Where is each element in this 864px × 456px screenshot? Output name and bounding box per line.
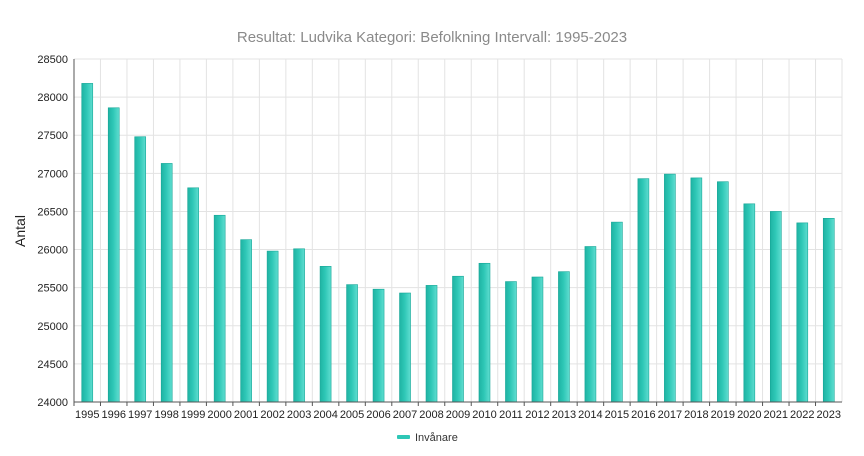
y-tick-label: 28500	[37, 54, 68, 66]
bar-1998[interactable]	[160, 163, 173, 403]
bar-2003[interactable]	[293, 248, 305, 403]
x-tick-label: 2009	[446, 409, 470, 421]
x-tick-label: 2021	[764, 409, 788, 421]
bar-2008[interactable]	[425, 285, 438, 403]
legend-swatch	[397, 435, 410, 439]
y-tick-label: 24000	[37, 397, 68, 409]
bar-2006[interactable]	[372, 288, 385, 403]
bar-2012[interactable]	[531, 276, 544, 403]
x-tick-label: 1996	[101, 409, 125, 421]
x-tick-label: 2006	[366, 409, 390, 421]
x-tick-label: 2005	[340, 409, 364, 421]
bar-2016[interactable]	[637, 178, 650, 403]
y-tick-label: 24500	[37, 359, 68, 371]
legend-label: Invånare	[415, 432, 458, 444]
bar-2007[interactable]	[399, 292, 411, 403]
legend[interactable]: Invånare	[397, 432, 458, 444]
y-tick-labels: 24000 24500 25000 25500 26000 26500 27000 27500…	[37, 54, 68, 409]
x-tick-label: 2018	[684, 409, 708, 421]
bar-2011[interactable]	[505, 281, 517, 403]
y-tick-label: 27500	[37, 130, 68, 142]
bar-2002[interactable]	[266, 250, 279, 403]
bar-2020[interactable]	[743, 203, 756, 403]
x-tick-label: 2016	[631, 409, 655, 421]
bar-2017[interactable]	[664, 173, 676, 403]
x-tick-label: 2019	[711, 409, 735, 421]
x-tick-label: 1999	[181, 409, 205, 421]
x-tick-label: 2002	[260, 409, 284, 421]
bar-2010[interactable]	[478, 262, 491, 403]
bar-2005[interactable]	[346, 284, 358, 403]
x-tick-label: 2022	[790, 409, 814, 421]
x-tick-label: 1998	[154, 409, 178, 421]
x-tick-labels: 1995 1996 1997 1998 1999 2000 2001 2002 2003 2004…	[75, 409, 841, 421]
bar-2018[interactable]	[690, 177, 703, 403]
bar-2014[interactable]	[584, 246, 597, 403]
bar-2021[interactable]	[769, 211, 782, 403]
bar-2023[interactable]	[822, 218, 835, 403]
chart-title: Resultat: Ludvika Kategori: Befolkning I…	[237, 29, 627, 46]
axes	[73, 59, 842, 406]
x-tick-label: 2003	[287, 409, 311, 421]
bar-1997[interactable]	[134, 136, 147, 403]
x-tick-label: 2010	[472, 409, 496, 421]
bar-2022[interactable]	[796, 222, 809, 403]
x-tick-label: 2012	[525, 409, 549, 421]
y-tick-label: 28000	[37, 92, 68, 104]
y-axis-label: Antal	[12, 215, 28, 247]
y-tick-label: 26000	[37, 245, 68, 257]
x-tick-label: 2007	[393, 409, 417, 421]
x-tick-label: 2023	[817, 409, 841, 421]
bar-2015[interactable]	[611, 221, 623, 403]
bar-2019[interactable]	[717, 181, 729, 403]
bar-2000[interactable]	[213, 214, 226, 403]
y-tick-label: 25000	[37, 321, 68, 333]
x-tick-label: 2004	[313, 409, 337, 421]
x-tick-label: 2001	[234, 409, 258, 421]
y-tick-label: 25500	[37, 283, 68, 295]
x-tick-label: 2011	[499, 409, 523, 421]
x-tick-label: 2014	[578, 409, 602, 421]
x-tick-label: 2017	[658, 409, 682, 421]
x-tick-label: 2020	[737, 409, 761, 421]
bars	[81, 83, 835, 403]
bar-2009[interactable]	[452, 275, 464, 403]
bar-1999[interactable]	[187, 187, 199, 403]
y-tick-label: 27000	[37, 168, 68, 180]
bar-2001[interactable]	[240, 239, 252, 403]
bar-1996[interactable]	[107, 107, 120, 403]
y-tick-label: 26500	[37, 206, 68, 218]
x-tick-label: 2013	[552, 409, 576, 421]
bar-2013[interactable]	[558, 271, 570, 403]
x-tick-label: 1995	[75, 409, 99, 421]
x-tick-label: 2015	[605, 409, 629, 421]
gridlines	[73, 58, 843, 403]
x-tick-label: 1997	[128, 409, 152, 421]
bar-2004[interactable]	[319, 266, 332, 403]
x-tick-label: 2008	[419, 409, 443, 421]
bar-1995[interactable]	[81, 83, 94, 403]
x-tick-label: 2000	[207, 409, 231, 421]
